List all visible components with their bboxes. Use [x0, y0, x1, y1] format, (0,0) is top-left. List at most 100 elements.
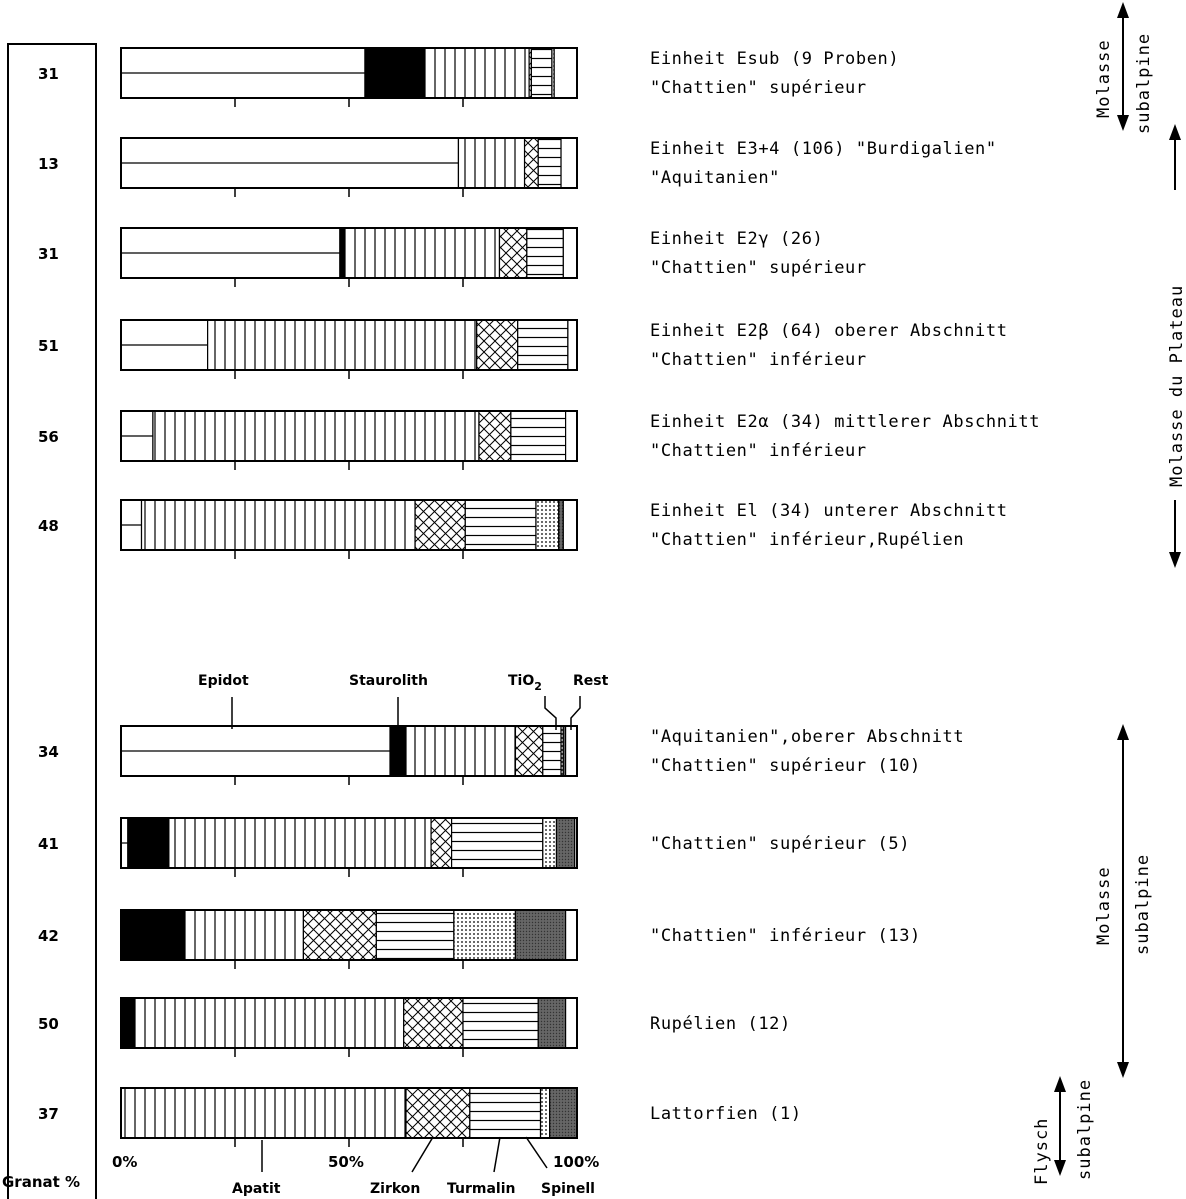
bar-segment-spinell [535, 499, 560, 551]
granat-value: 37 [38, 1105, 59, 1123]
bar-segment-apatit [152, 410, 480, 462]
bar-segment-apatit [134, 997, 405, 1049]
subalpine-bottom-label: subalpine [1133, 854, 1153, 955]
bar-segment-zirkon [498, 227, 528, 279]
bar-rows: 31 Einheit Esub (9 Proben) "Chattien" supé… [38, 47, 1040, 1147]
tick-label-0: 0% [112, 1153, 137, 1171]
molasse-plateau-label: Molasse du Plateau [1167, 285, 1186, 487]
bar-segment-staurolith [127, 817, 170, 869]
bar-row: 50 Rupélien (12) [38, 997, 790, 1057]
legend-tio2-leader [544, 696, 557, 730]
row-label-line2: "Chattien" inférieur,Rupélien [650, 530, 964, 550]
legend-rest-label: Rest [573, 673, 609, 689]
bar-segment-rest [562, 227, 578, 279]
legend-zirkon-leader [411, 1136, 434, 1173]
bar-segment-zirkon [403, 997, 464, 1049]
row-label-line2: "Chattien" supérieur [650, 78, 867, 98]
bar-segment-staurolith [364, 47, 425, 99]
legend-epidot-label: Epidot [198, 673, 249, 689]
bar-row: 37 Lattorfien (1) [38, 1087, 802, 1147]
bar-row: 41 "Chattien" supérieur (5) [38, 817, 909, 877]
bar-segment-apatit [405, 725, 517, 777]
bar-segment-apatit [168, 817, 432, 869]
bar-segment-zirkon [414, 499, 466, 551]
bar-row: 34 "Aquitanien",oberer Abschnitt "Chattien… [38, 725, 964, 785]
row-label-line2: "Chattien" inférieur [650, 350, 867, 370]
bar-segment-turmalin [517, 319, 569, 371]
bar-row: 42 "Chattien" inférieur (13) [38, 909, 921, 969]
granat-value: 34 [38, 743, 59, 761]
row-label-line2: "Chattien" inférieur [650, 441, 867, 461]
bar-segment-apatit [343, 227, 501, 279]
row-label-line1: "Aquitanien",oberer Abschnitt [650, 727, 964, 747]
tick-label-100: 100% [553, 1153, 599, 1171]
molasse-subalpine-top-bracket: Molasse subalpine [1094, 2, 1154, 134]
bar-segment-apatit [207, 319, 478, 371]
legend-spinell-label: Spinell [541, 1181, 595, 1197]
legend-zirkon-label: Zirkon [370, 1181, 420, 1197]
bar-segment-turmalin [469, 1087, 542, 1139]
bar-segment-tio2 [555, 817, 576, 869]
bar-segment-staurolith [389, 725, 407, 777]
bar-segment-rest [567, 319, 578, 371]
bar-segment-staurolith [339, 227, 346, 279]
bar-segment-spinell [539, 1087, 551, 1139]
row-label-line1: Einheit Esub (9 Proben) [650, 49, 899, 69]
bar-segment-rest [564, 410, 578, 462]
bar-segment-tio2 [558, 499, 564, 551]
bar-segment-turmalin [451, 817, 544, 869]
bar-segment-rest [560, 137, 578, 189]
bar-segment-tio2 [549, 1087, 578, 1139]
row-label-line1: Einheit E2β (64) oberer Abschnitt [650, 321, 1008, 341]
flysch-label: Flysch [1032, 1118, 1052, 1185]
granat-value: 31 [38, 245, 59, 263]
bar-row: 31 Einheit Esub (9 Proben) "Chattien" supé… [38, 47, 899, 107]
bar-segment-zirkon [514, 725, 544, 777]
granat-value: 41 [38, 835, 59, 853]
bar-row: 48 Einheit El (34) unterer Abschnitt "Chat… [38, 499, 1007, 559]
bar-segment-apatit [457, 137, 526, 189]
bar-row: 13 Einheit E3+4 (106) "Burdigalien" "Aquit… [38, 137, 996, 197]
molasse-bottom-label: Molasse [1094, 866, 1114, 945]
bar-segment-apatit [423, 47, 530, 99]
row-label-line2: "Chattien" supérieur (10) [650, 756, 921, 776]
bar-segment-rest [562, 499, 578, 551]
bar-segment-zirkon [476, 319, 519, 371]
granat-header: Granat % [2, 1173, 80, 1191]
bar-segment-turmalin [542, 725, 562, 777]
bar-segment-apatit [140, 499, 416, 551]
granat-value: 13 [38, 155, 59, 173]
bar-segment-rest [564, 997, 578, 1049]
bar-row: 56 Einheit E2α (34) mittlerer Abschnitt "C… [38, 410, 1040, 470]
row-label-line2: "Chattien" supérieur [650, 258, 867, 278]
row-label-line2: "Aquitanien" [650, 168, 780, 188]
granat-value: 56 [38, 428, 59, 446]
bar-segment-rest [564, 725, 578, 777]
molasse-top-label: Molasse [1094, 39, 1114, 118]
bar-segment-rest [564, 909, 578, 961]
row-label-line1: Einheit E2α (34) mittlerer Abschnitt [650, 412, 1040, 432]
bar-row: 31 Einheit E2γ (26) "Chattien" supérieur [38, 227, 867, 287]
row-label-line1: "Chattien" inférieur (13) [650, 926, 921, 946]
subalpine-flysch-label: subalpine [1075, 1079, 1095, 1180]
bar-segment-staurolith [120, 909, 186, 961]
bar-segment-spinell [542, 817, 558, 869]
bar-segment-zirkon [523, 137, 539, 189]
bar-segment-apatit [184, 909, 304, 961]
legend-apatit-label: Apatit [232, 1181, 281, 1197]
tick-label-50: 50% [328, 1153, 364, 1171]
bar-segment-zirkon [405, 1087, 471, 1139]
bar-segment-turmalin [510, 410, 567, 462]
bar-segment-staurolith [120, 997, 136, 1049]
molasse-subalpine-bottom-bracket: Molasse subalpine [1094, 724, 1153, 1078]
row-label-line1: Lattorfien (1) [650, 1104, 802, 1124]
bar-segment-tio2 [537, 997, 567, 1049]
bar-segment-rest [553, 47, 578, 99]
bar-segment-turmalin [537, 137, 562, 189]
legend-staurolith-label: Staurolith [349, 673, 428, 689]
bar-segment-turmalin [375, 909, 455, 961]
bar-segment-tio2 [514, 909, 567, 961]
granat-value: 51 [38, 337, 59, 355]
legend-spinell-leader [525, 1136, 548, 1169]
